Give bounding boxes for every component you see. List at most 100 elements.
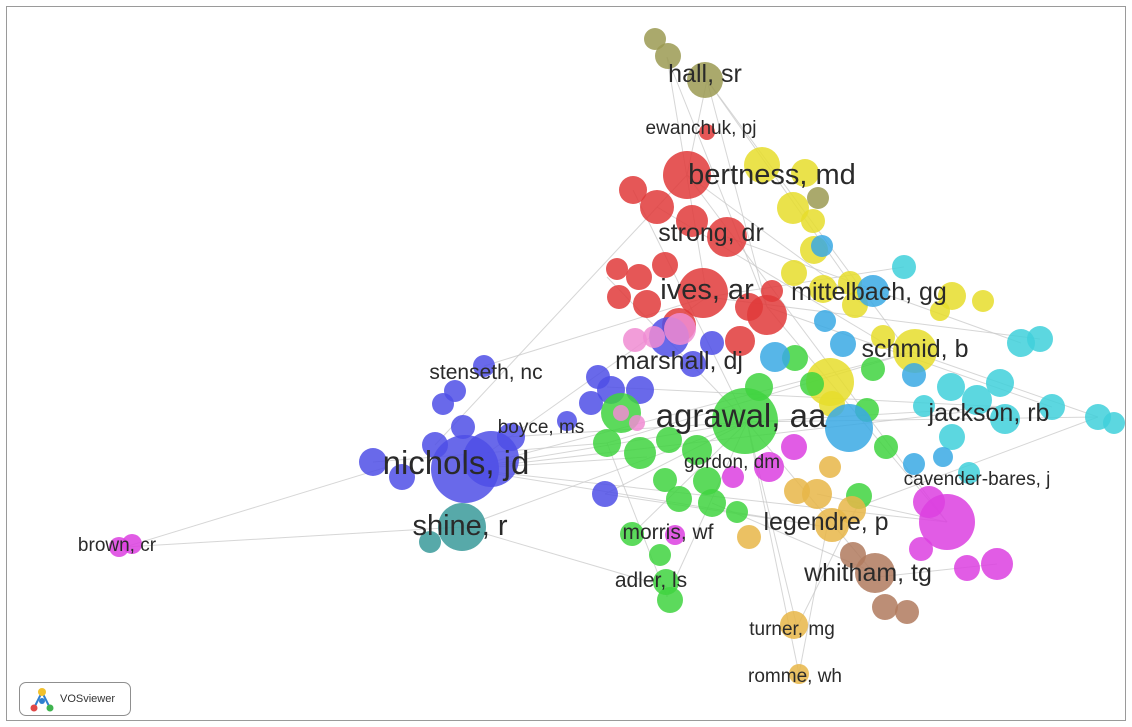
network-node-pink[interactable] bbox=[613, 405, 629, 421]
network-node-green[interactable] bbox=[657, 587, 683, 613]
author-label[interactable]: nichols, jd bbox=[383, 444, 530, 481]
network-node-olive[interactable] bbox=[644, 28, 666, 50]
author-label[interactable]: romme, wh bbox=[748, 666, 842, 687]
network-node-magenta[interactable] bbox=[981, 548, 1013, 580]
network-node-cyan[interactable] bbox=[962, 385, 992, 415]
network-node-yellow[interactable] bbox=[838, 271, 862, 295]
network-node-magenta[interactable] bbox=[722, 466, 744, 488]
network-node-orange[interactable] bbox=[784, 478, 810, 504]
author-label[interactable]: gordon, dm bbox=[684, 452, 780, 473]
network-node-green[interactable] bbox=[693, 467, 721, 495]
network-node-yellow[interactable] bbox=[893, 329, 937, 373]
network-node-red[interactable] bbox=[761, 280, 783, 302]
network-node-magenta[interactable] bbox=[665, 525, 685, 545]
author-label[interactable]: strong, dr bbox=[658, 219, 764, 247]
network-node-cyan[interactable] bbox=[1027, 326, 1053, 352]
network-node-blue[interactable] bbox=[700, 331, 724, 355]
author-label[interactable]: legendre, p bbox=[763, 508, 888, 536]
network-node-green[interactable] bbox=[726, 501, 748, 523]
network-node-cyan[interactable] bbox=[990, 404, 1020, 434]
network-node-green[interactable] bbox=[712, 388, 778, 454]
network-node-orange[interactable] bbox=[780, 611, 808, 639]
network-node-brown[interactable] bbox=[840, 542, 866, 568]
author-label[interactable]: ives, ar bbox=[660, 274, 754, 306]
author-label[interactable]: hall, sr bbox=[668, 60, 742, 88]
network-node-red[interactable] bbox=[707, 217, 747, 257]
network-node-pink[interactable] bbox=[629, 415, 645, 431]
network-node-blue[interactable] bbox=[497, 423, 525, 451]
network-node-olive[interactable] bbox=[687, 62, 723, 98]
network-node-teal[interactable] bbox=[419, 531, 441, 553]
network-node-brown[interactable] bbox=[895, 600, 919, 624]
network-node-green[interactable] bbox=[620, 522, 644, 546]
network-node-magenta[interactable] bbox=[913, 486, 945, 518]
author-label[interactable]: stenseth, nc bbox=[429, 361, 542, 384]
network-node-pink[interactable] bbox=[623, 328, 647, 352]
author-label[interactable]: ewanchuk, pj bbox=[646, 118, 757, 139]
network-node-green[interactable] bbox=[874, 435, 898, 459]
author-label[interactable]: schmid, b bbox=[862, 335, 969, 363]
network-node-blue[interactable] bbox=[451, 415, 475, 439]
network-node-blue[interactable] bbox=[432, 393, 454, 415]
network-node-orange[interactable] bbox=[819, 456, 841, 478]
network-node-pink[interactable] bbox=[643, 326, 665, 348]
network-node-yellow[interactable] bbox=[791, 159, 819, 187]
network-node-red[interactable] bbox=[652, 252, 678, 278]
network-node-yellow[interactable] bbox=[777, 192, 809, 224]
network-node-yellow[interactable] bbox=[809, 275, 837, 303]
network-node-yellow[interactable] bbox=[781, 260, 807, 286]
network-node-green[interactable] bbox=[666, 486, 692, 512]
network-node-orange[interactable] bbox=[838, 496, 866, 524]
network-node-red[interactable] bbox=[640, 190, 674, 224]
network-node-cyan[interactable] bbox=[1039, 394, 1065, 420]
network-node-olive[interactable] bbox=[807, 187, 829, 209]
author-label[interactable]: cavender-bares, j bbox=[904, 469, 1051, 490]
network-node-magenta[interactable] bbox=[781, 434, 807, 460]
network-node-brown[interactable] bbox=[855, 553, 895, 593]
network-node-yellow[interactable] bbox=[744, 147, 780, 183]
network-node-magenta[interactable] bbox=[754, 452, 784, 482]
network-node-green[interactable] bbox=[593, 429, 621, 457]
author-label[interactable]: shine, r bbox=[412, 510, 507, 542]
network-node-cyan[interactable] bbox=[958, 462, 980, 484]
network-node-cyan[interactable] bbox=[1103, 412, 1125, 434]
network-node-red[interactable] bbox=[626, 264, 652, 290]
network-node-teal[interactable] bbox=[438, 503, 486, 551]
author-label[interactable]: brown, cr bbox=[78, 535, 157, 556]
network-node-green[interactable] bbox=[698, 489, 726, 517]
network-node-blue[interactable] bbox=[557, 411, 577, 431]
network-node-green[interactable] bbox=[649, 544, 671, 566]
network-node-magenta[interactable] bbox=[109, 537, 129, 557]
network-node-blue[interactable] bbox=[680, 351, 706, 377]
network-node-red[interactable] bbox=[633, 290, 661, 318]
network-node-magenta[interactable] bbox=[954, 555, 980, 581]
network-node-cyan[interactable] bbox=[937, 373, 965, 401]
network-node-skyblue[interactable] bbox=[760, 342, 790, 372]
network-node-blue[interactable] bbox=[592, 481, 618, 507]
network-node-red[interactable] bbox=[607, 285, 631, 309]
vosviewer-logo-button[interactable]: VOSviewer bbox=[19, 682, 131, 716]
network-node-skyblue[interactable] bbox=[933, 447, 953, 467]
network-node-skyblue[interactable] bbox=[830, 331, 856, 357]
author-label[interactable]: morris, wf bbox=[623, 521, 714, 544]
network-node-skyblue[interactable] bbox=[811, 235, 833, 257]
author-label[interactable]: marshall, dj bbox=[615, 347, 743, 375]
author-label[interactable]: boyce, ms bbox=[498, 417, 585, 438]
network-node-red[interactable] bbox=[725, 326, 755, 356]
network-node-skyblue[interactable] bbox=[814, 310, 836, 332]
network-node-skyblue[interactable] bbox=[903, 453, 925, 475]
author-label[interactable]: jackson, rb bbox=[928, 399, 1050, 427]
network-node-green[interactable] bbox=[745, 373, 773, 401]
network-visualization-panel[interactable]: hall, sr ewanchuk, pj bertness, md strong, … bbox=[6, 6, 1126, 721]
author-label[interactable]: agrawal, aa bbox=[656, 397, 827, 434]
network-node-cyan[interactable] bbox=[986, 369, 1014, 397]
author-label[interactable]: whitham, tg bbox=[803, 559, 932, 587]
network-node-blue[interactable] bbox=[422, 432, 448, 458]
network-node-pink[interactable] bbox=[664, 313, 696, 345]
network-node-olive[interactable] bbox=[655, 43, 681, 69]
author-label[interactable]: mittelbach, gg bbox=[791, 278, 947, 306]
network-node-yellow[interactable] bbox=[972, 290, 994, 312]
network-node-green[interactable] bbox=[624, 437, 656, 469]
network-node-red[interactable] bbox=[747, 295, 787, 335]
network-node-yellow[interactable] bbox=[930, 301, 950, 321]
